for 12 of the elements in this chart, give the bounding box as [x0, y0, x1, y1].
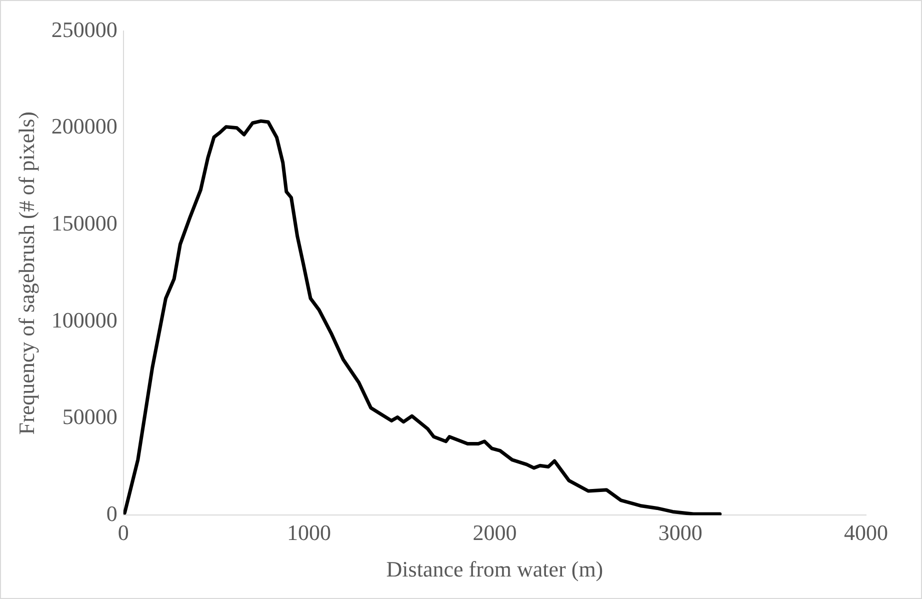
x-tick-label: 1000: [287, 520, 332, 546]
y-tick-label: 50000: [62, 404, 118, 430]
y-tick-label: 150000: [51, 210, 118, 236]
y-axis-title: Frequency of sagebrush (# of pixels): [14, 112, 39, 435]
y-tick-label: 200000: [51, 114, 118, 139]
x-tick-label: 4000: [844, 520, 888, 546]
x-tick-label: 2000: [472, 520, 517, 546]
y-tick-label: 0: [106, 500, 118, 526]
y-tick-label: 100000: [51, 307, 118, 332]
x-axis-title: Distance from water (m): [386, 556, 604, 582]
x-tick-label: 3000: [658, 520, 702, 546]
y-tick-label: 250000: [51, 16, 118, 42]
